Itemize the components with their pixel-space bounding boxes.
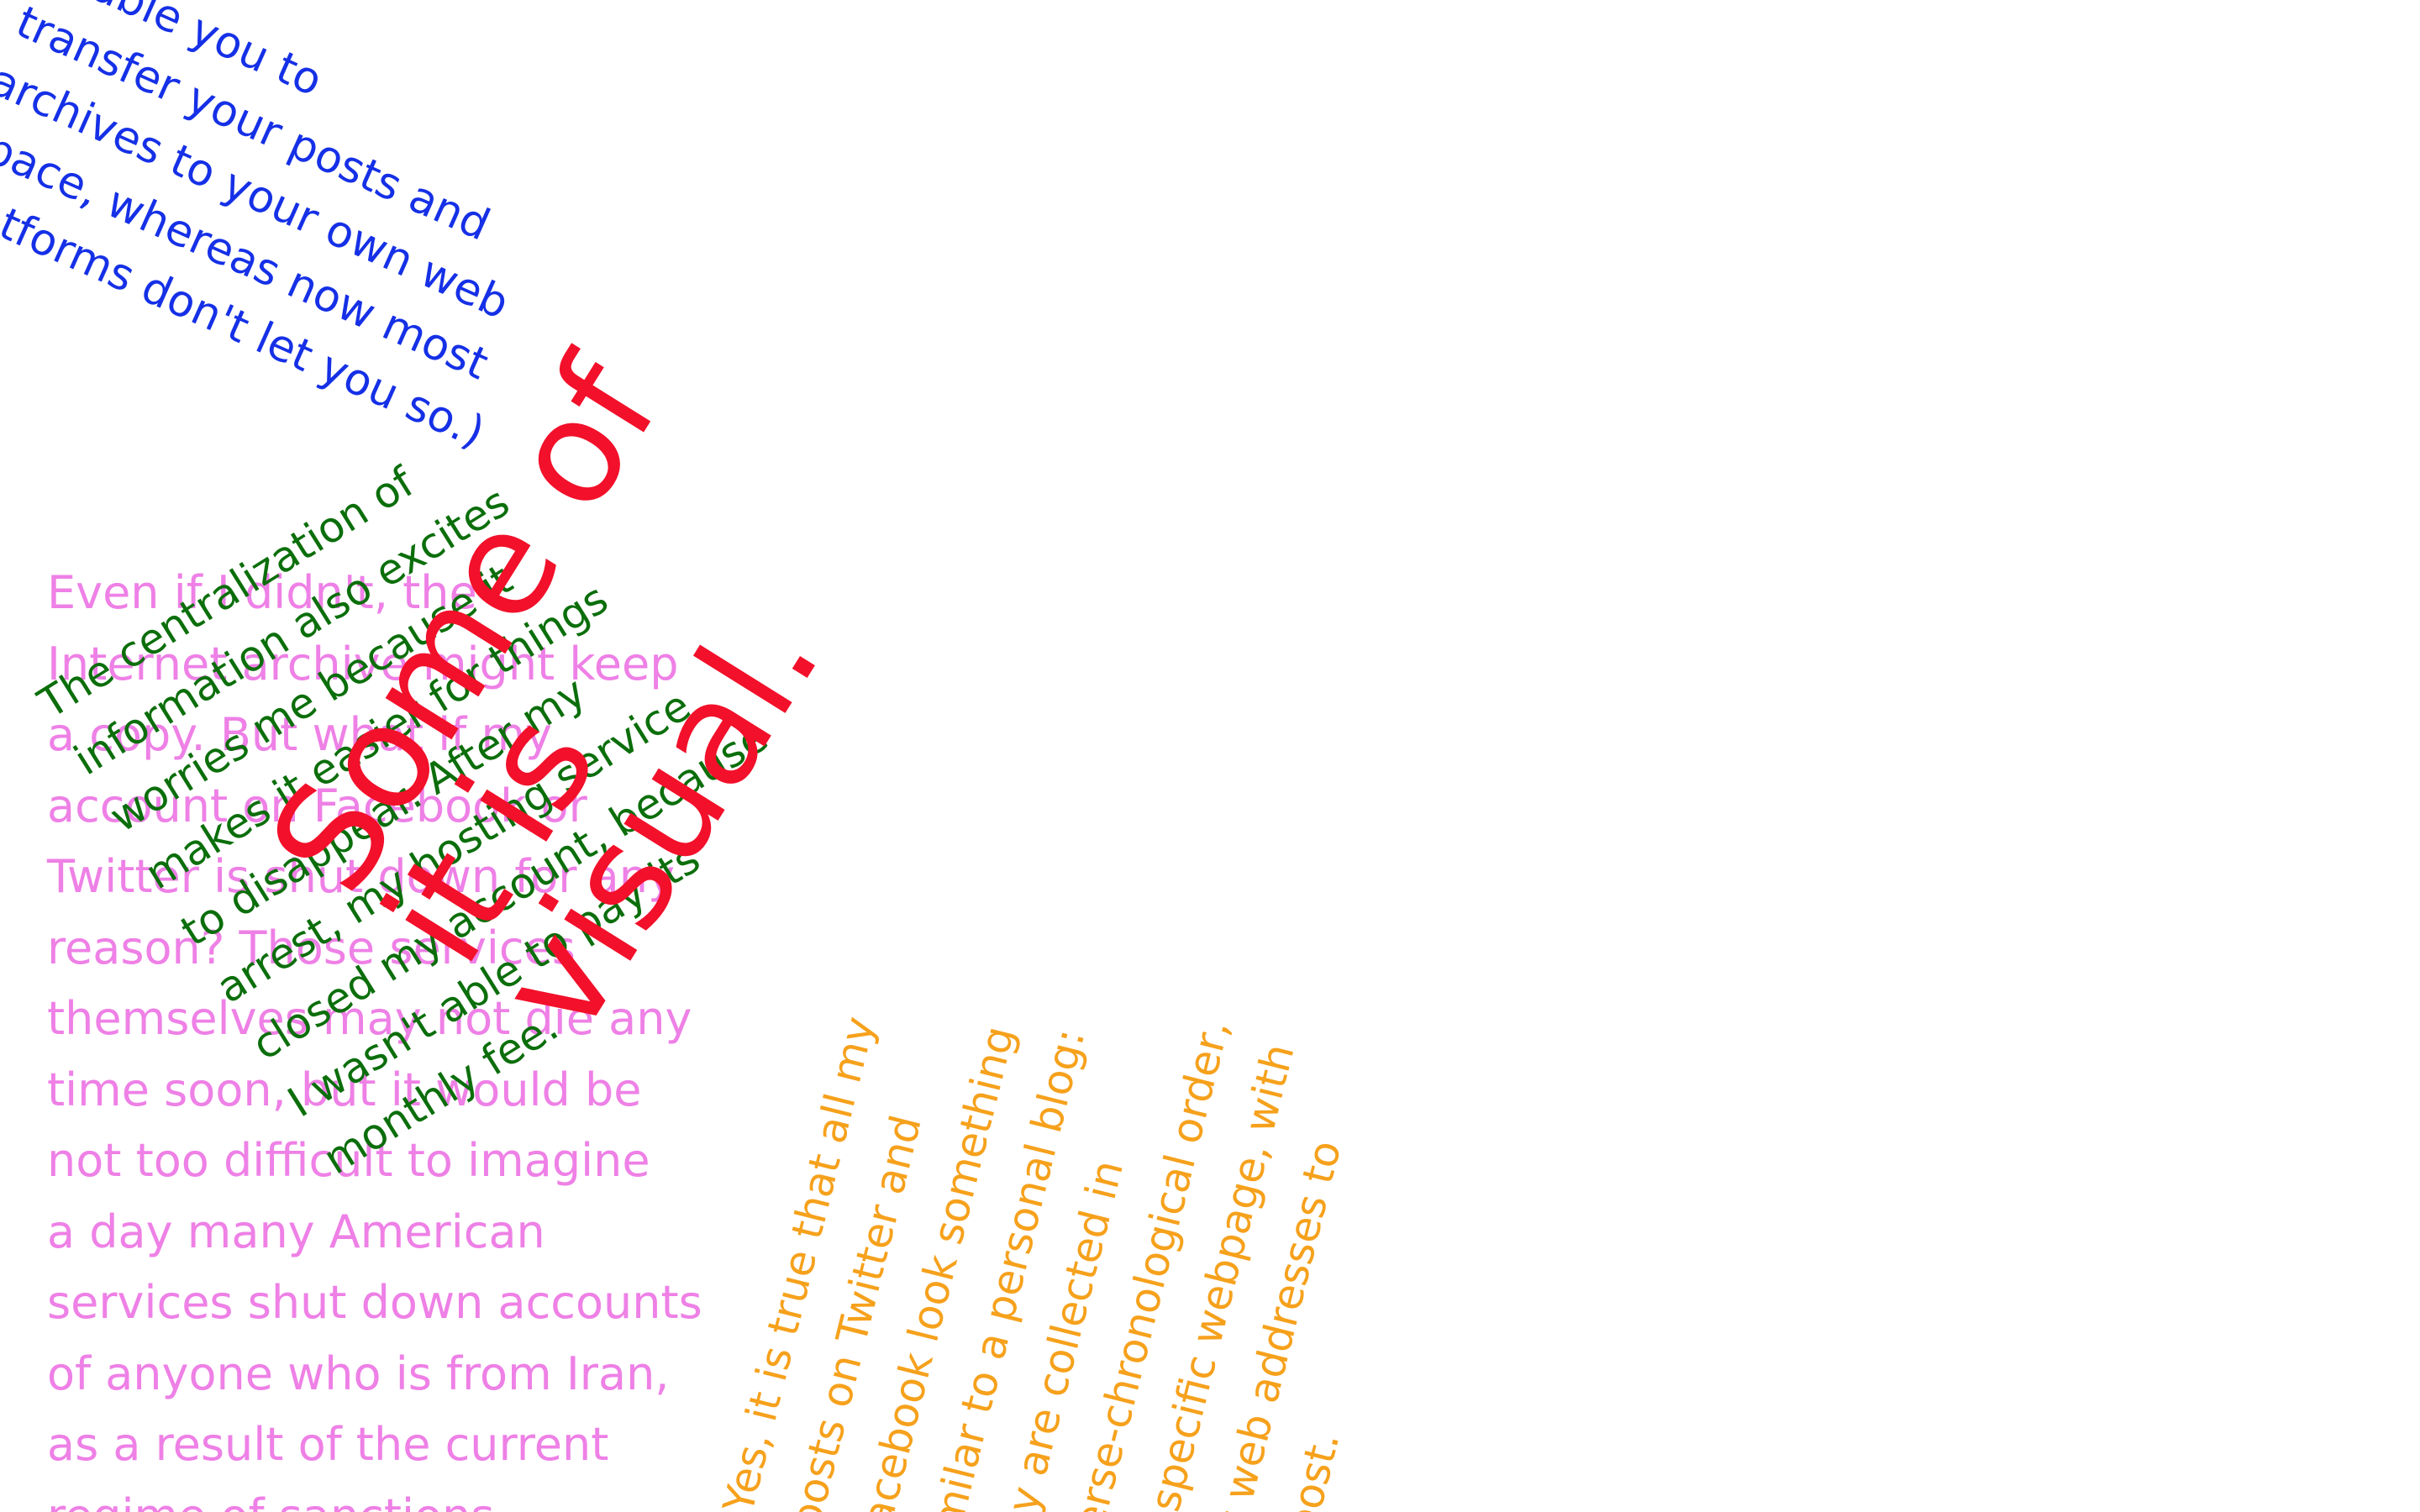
orange-text-block: Yes, it is true that all my posts on Twi… [704, 929, 1449, 1512]
pink-text-line: regime of sanctions. [47, 1481, 702, 1512]
pink-text-line: a day many American [47, 1205, 545, 1258]
pink-text-line: a copy. But what if my [47, 708, 553, 761]
pink-text-block: Even if I didn't, the Internet archive m… [47, 558, 702, 1512]
pink-text-line: Twitter is shut down for any [47, 850, 675, 903]
pink-text-line: services shut down accounts [47, 1276, 702, 1329]
pink-text-line: reason? Those services [47, 921, 576, 974]
pink-text-line: time soon, but it would be [47, 1063, 642, 1116]
pink-text-line: account on Facebook or [47, 779, 587, 832]
pink-text-line: of anyone who is from Iran, [47, 1347, 670, 1400]
pink-text-line: themselves may not die any [47, 992, 692, 1045]
pink-text-line: Internet archive might keep [47, 637, 679, 690]
pink-text-line: Even if I didn't, the [47, 566, 477, 619]
pink-text-line: as a result of the current [47, 1418, 609, 1471]
pink-text-line: not too difficult to imagine [47, 1134, 650, 1187]
